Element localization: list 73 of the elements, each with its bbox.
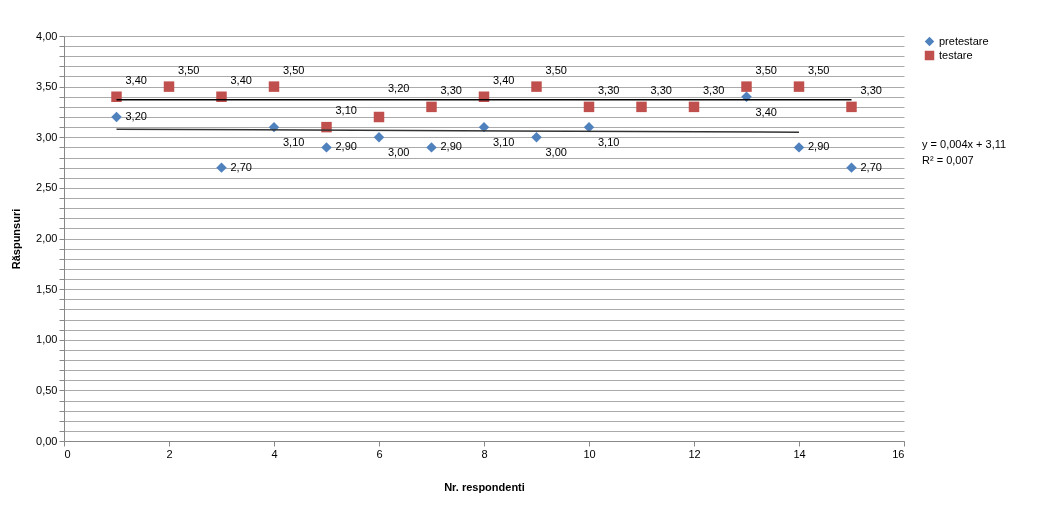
data-label: 3,20 bbox=[125, 110, 147, 122]
data-label: 3,10 bbox=[283, 136, 305, 149]
point bbox=[268, 81, 280, 92]
data-label: 3,00 bbox=[388, 146, 410, 159]
x-tick-label: 10 bbox=[583, 447, 596, 460]
data-label: 3,10 bbox=[598, 136, 620, 149]
y-tick-label: 3,50 bbox=[36, 80, 58, 93]
point bbox=[478, 121, 490, 133]
data-label: 3,40 bbox=[755, 105, 777, 118]
point bbox=[793, 81, 805, 92]
point bbox=[163, 81, 175, 92]
point bbox=[373, 111, 385, 123]
point bbox=[846, 162, 857, 173]
point bbox=[636, 101, 647, 113]
data-label: 3,50 bbox=[545, 63, 567, 76]
point bbox=[321, 142, 332, 153]
data-label: 3,50 bbox=[178, 63, 200, 76]
data-label: 3,40 bbox=[125, 73, 147, 86]
point bbox=[216, 162, 227, 173]
x-tick-label: 16 bbox=[892, 447, 905, 460]
x-tick-label: 12 bbox=[688, 447, 701, 460]
data-label: 2,70 bbox=[230, 160, 252, 173]
data-label: 3,40 bbox=[493, 73, 515, 86]
data-label: 2,90 bbox=[335, 140, 357, 153]
data-label: 3,30 bbox=[650, 83, 672, 96]
point bbox=[583, 121, 595, 133]
point bbox=[373, 132, 385, 143]
x-tick-label: 6 bbox=[376, 447, 383, 460]
x-axis-title: Nr. respondenti bbox=[444, 480, 525, 493]
data-label: 3,30 bbox=[703, 83, 725, 96]
point bbox=[583, 101, 595, 113]
data-label: 2,90 bbox=[808, 140, 830, 153]
legend-label: testare bbox=[939, 48, 973, 61]
point bbox=[846, 101, 857, 113]
point bbox=[793, 142, 805, 153]
point bbox=[741, 81, 752, 92]
point bbox=[688, 101, 700, 113]
x-tick-label: 0 bbox=[64, 447, 71, 460]
y-tick-label: 1,50 bbox=[36, 282, 58, 295]
y-tick-label: 4,00 bbox=[36, 29, 58, 42]
y-tick-label: 0,50 bbox=[36, 383, 58, 396]
data-label: 3,10 bbox=[335, 104, 357, 117]
x-tick-label: 4 bbox=[271, 447, 278, 460]
data-label: 2,90 bbox=[440, 140, 462, 153]
data-label: 3,20 bbox=[388, 82, 410, 94]
point bbox=[426, 142, 437, 153]
y-tick-label: 2,50 bbox=[36, 181, 58, 194]
data-label: 2,70 bbox=[860, 160, 882, 173]
data-label: 3,50 bbox=[755, 63, 777, 76]
data-label: 3,30 bbox=[860, 83, 882, 96]
y-tick-label: 3,00 bbox=[36, 130, 58, 143]
data-label: 3,10 bbox=[493, 136, 515, 149]
text: R² = 0,007 bbox=[922, 154, 974, 167]
y-tick-label: 2,00 bbox=[36, 232, 58, 244]
x-tick-label: 14 bbox=[793, 447, 806, 460]
point bbox=[531, 132, 542, 143]
data-label: 3,30 bbox=[598, 83, 620, 96]
data-label: 3,40 bbox=[230, 73, 252, 86]
data-label: 3,30 bbox=[440, 83, 462, 96]
y-axis-title: Răspunsuri bbox=[10, 208, 23, 270]
y-tick-label: 1,00 bbox=[36, 333, 58, 346]
data-label: 3,50 bbox=[808, 63, 830, 76]
point bbox=[531, 81, 542, 92]
point bbox=[426, 101, 437, 113]
text: y = 0,004x + 3,11 bbox=[922, 138, 1007, 151]
data-label: 3,50 bbox=[283, 63, 305, 76]
x-tick-label: 2 bbox=[166, 447, 173, 460]
data-label: 3,00 bbox=[545, 146, 567, 159]
x-tick-label: 8 bbox=[481, 447, 488, 460]
y-tick-label: 0,00 bbox=[36, 434, 58, 447]
legend-label: pretestare bbox=[939, 34, 989, 47]
point bbox=[111, 111, 122, 123]
point bbox=[111, 91, 122, 102]
